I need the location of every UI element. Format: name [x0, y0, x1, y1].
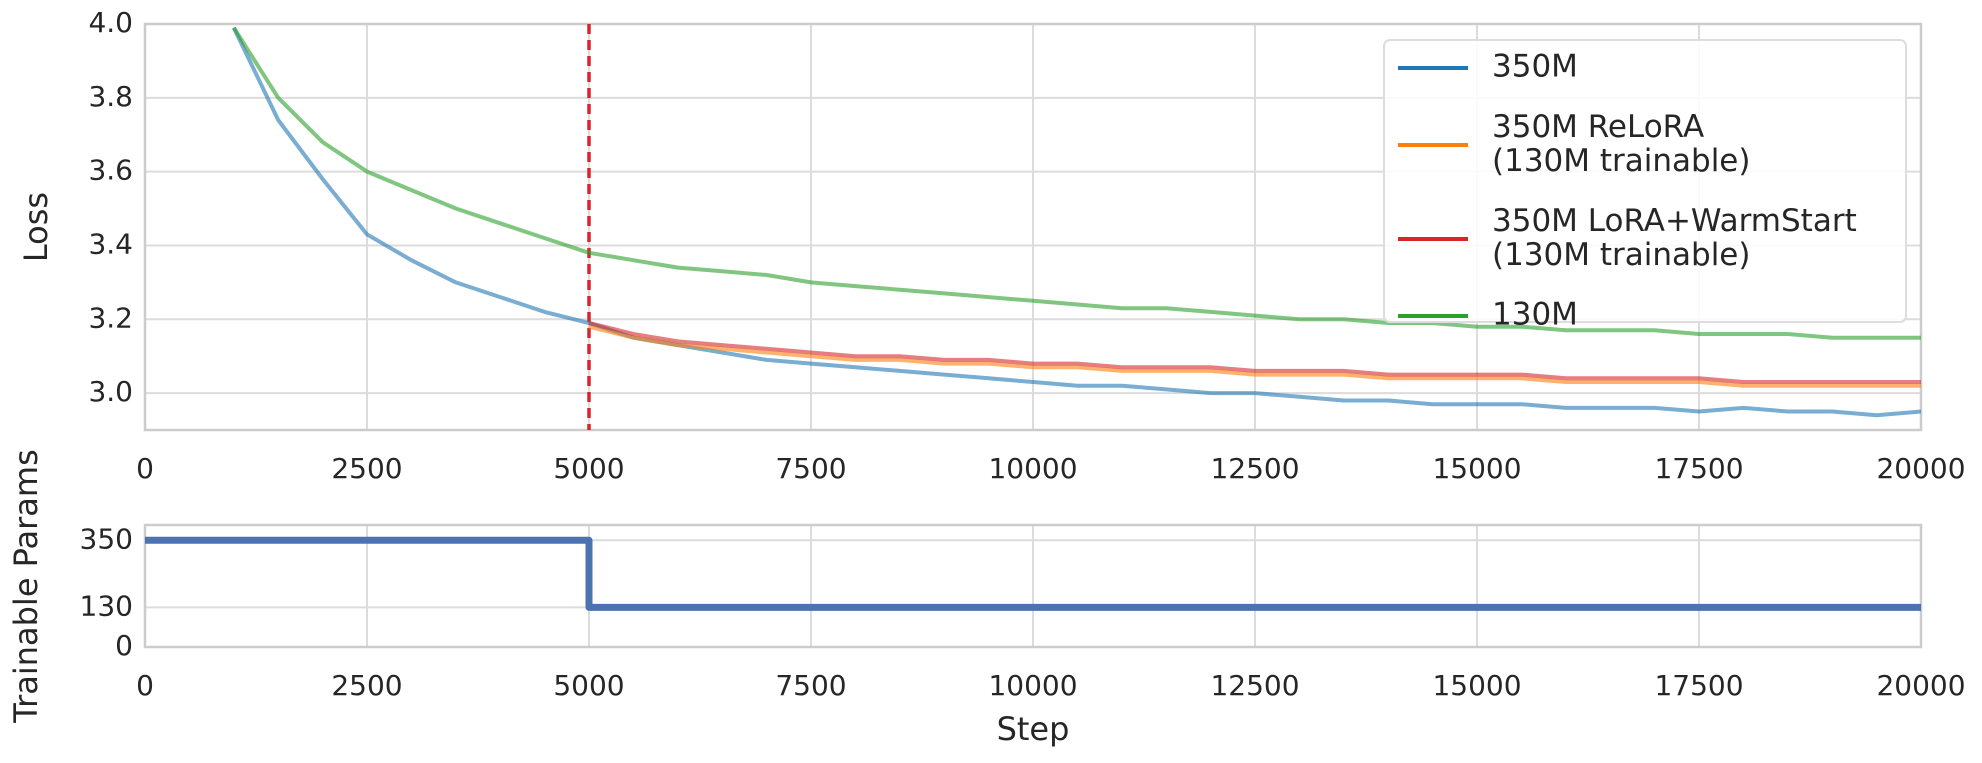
- series-line: [588, 321, 1921, 384]
- legend-label: 130M: [1492, 297, 1578, 333]
- x-tick-label: 5000: [553, 452, 624, 485]
- x-tick-label: 15000: [1432, 452, 1521, 485]
- y-tick-label: 3.0: [88, 375, 133, 408]
- x-tick-label: 5000: [553, 669, 624, 702]
- x-tick-label: 17500: [1654, 669, 1743, 702]
- y-tick-label: 3.2: [88, 301, 133, 334]
- x-tick-label: 12500: [1210, 452, 1299, 485]
- series-line: [145, 536, 1921, 611]
- y-tick-label: 0: [115, 629, 133, 662]
- series-line: [588, 324, 1921, 388]
- y-tick-label: 3.4: [88, 227, 133, 260]
- x-tick-label: 17500: [1654, 452, 1743, 485]
- legend: 350M 350M ReLoRA (130M trainable) 350M LoRA…: [1383, 39, 1907, 333]
- legend-label: 350M ReLoRA (130M trainable): [1492, 109, 1750, 179]
- x-tick-label: 0: [136, 452, 154, 485]
- x-tick-label: 2500: [331, 669, 402, 702]
- x-tick-label: 20000: [1876, 452, 1965, 485]
- axes-frame: [143, 22, 1923, 432]
- y-tick-label: 3.8: [88, 80, 133, 113]
- series-line: [231, 26, 1921, 418]
- plot-area: [231, 24, 1921, 430]
- x-tick-label: 0: [136, 669, 154, 702]
- axes-frame: [143, 523, 1923, 649]
- x-tick-label: 12500: [1210, 669, 1299, 702]
- x-tick-label: 7500: [775, 669, 846, 702]
- y-tick-label: 350: [80, 522, 133, 555]
- x-tick-label: 10000: [988, 669, 1077, 702]
- plot-area: [145, 536, 1921, 611]
- x-tick-label: 7500: [775, 452, 846, 485]
- legend-label: 350M: [1492, 49, 1578, 85]
- x-tick-label: 10000: [988, 452, 1077, 485]
- y-tick-label: 3.6: [88, 154, 133, 187]
- x-tick-label: 20000: [1876, 669, 1965, 702]
- y-tick-label: 4.0: [88, 6, 133, 39]
- x-axis-label: Step: [997, 710, 1070, 748]
- x-tick-label: 15000: [1432, 669, 1521, 702]
- y-axis-label: Loss: [17, 192, 55, 262]
- legend-label: 350M LoRA+WarmStart (130M trainable): [1492, 203, 1857, 273]
- series-line: [232, 26, 1921, 340]
- y-axis-label: Trainable Params: [7, 449, 45, 724]
- x-tick-label: 2500: [331, 452, 402, 485]
- y-tick-label: 130: [80, 589, 133, 622]
- legend-box: [1383, 39, 1907, 323]
